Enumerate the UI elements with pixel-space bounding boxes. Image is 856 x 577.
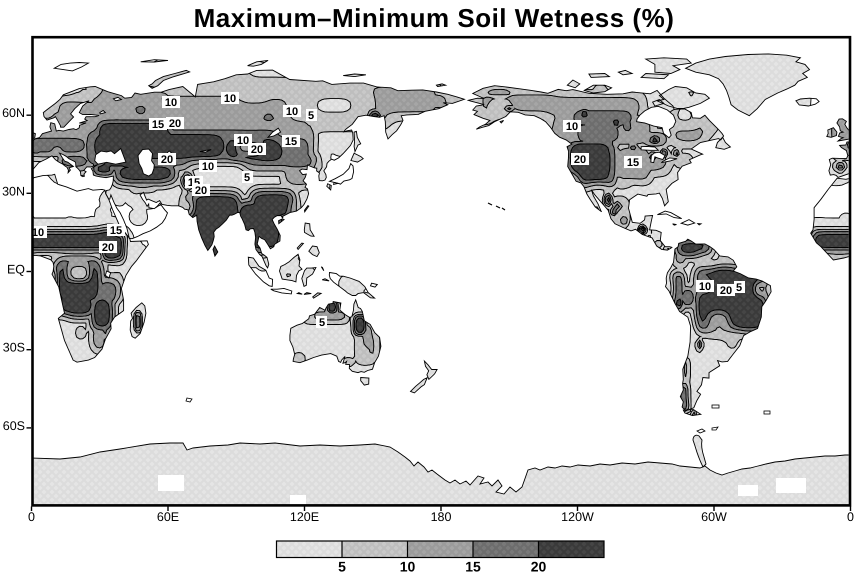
- svg-text:5: 5: [736, 282, 742, 294]
- svg-text:5: 5: [244, 172, 250, 184]
- svg-text:10: 10: [165, 97, 177, 109]
- svg-text:10: 10: [286, 106, 298, 118]
- svg-text:5: 5: [338, 559, 346, 573]
- svg-text:5: 5: [319, 317, 325, 329]
- svg-text:120W: 120W: [561, 510, 594, 524]
- svg-text:Maximum–Minimum Soil Wetness (: Maximum–Minimum Soil Wetness (%): [194, 3, 675, 33]
- svg-text:15: 15: [110, 225, 122, 237]
- svg-text:60S: 60S: [3, 419, 25, 433]
- svg-text:10: 10: [202, 161, 214, 173]
- svg-text:20: 20: [251, 144, 263, 156]
- svg-text:EQ: EQ: [7, 263, 25, 277]
- svg-text:20: 20: [102, 242, 114, 254]
- svg-text:120E: 120E: [290, 510, 319, 524]
- svg-text:15: 15: [152, 119, 164, 131]
- svg-text:0: 0: [847, 510, 854, 524]
- svg-text:10: 10: [566, 121, 578, 133]
- svg-text:20: 20: [169, 118, 181, 130]
- svg-text:10: 10: [224, 93, 236, 105]
- svg-text:0: 0: [28, 510, 35, 524]
- svg-text:30S: 30S: [3, 341, 25, 355]
- svg-text:15: 15: [285, 136, 297, 148]
- svg-text:20: 20: [195, 185, 207, 197]
- svg-text:10: 10: [32, 227, 44, 239]
- svg-text:20: 20: [720, 285, 732, 297]
- svg-text:30N: 30N: [2, 184, 25, 198]
- svg-text:60E: 60E: [157, 510, 179, 524]
- svg-text:60W: 60W: [701, 510, 727, 524]
- svg-text:20: 20: [531, 559, 547, 573]
- svg-text:60N: 60N: [2, 106, 25, 120]
- svg-text:5: 5: [308, 110, 314, 122]
- svg-text:10: 10: [237, 135, 249, 147]
- svg-text:15: 15: [627, 157, 639, 169]
- svg-text:10: 10: [400, 559, 416, 573]
- svg-text:15: 15: [465, 559, 481, 573]
- svg-text:10: 10: [699, 281, 711, 293]
- svg-text:20: 20: [161, 154, 173, 166]
- svg-text:180: 180: [431, 510, 452, 524]
- svg-text:20: 20: [574, 154, 586, 166]
